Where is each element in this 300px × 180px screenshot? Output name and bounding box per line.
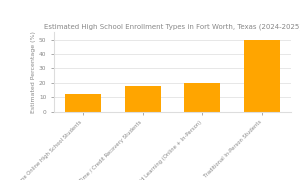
Title: Estimated High School Enrollment Types in Fort Worth, Texas (2024-2025): Estimated High School Enrollment Types i…	[44, 23, 300, 30]
Bar	[184, 83, 220, 112]
Bar	[244, 40, 280, 112]
Y-axis label: Estimated Percentage (%): Estimated Percentage (%)	[31, 31, 36, 113]
Bar	[65, 94, 101, 112]
Bar	[124, 86, 160, 112]
